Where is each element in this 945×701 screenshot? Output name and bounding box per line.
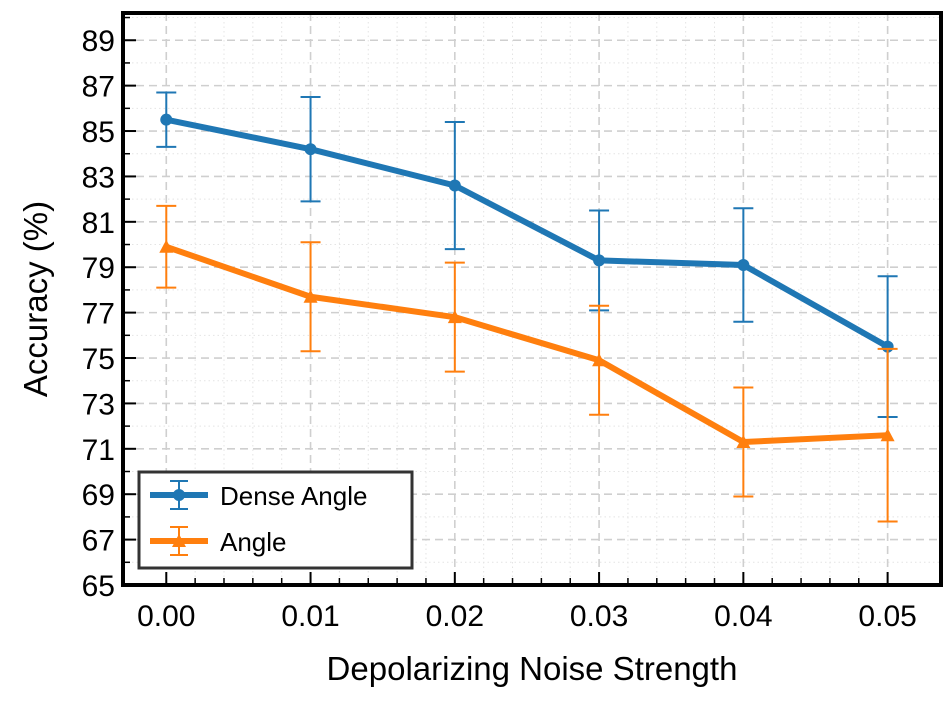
- legend-label-angle: Angle: [220, 527, 287, 557]
- y-tick-label: 75: [82, 343, 115, 376]
- legend-item-dense-angle: Dense Angle: [150, 480, 367, 511]
- y-tick-label: 83: [82, 161, 115, 194]
- data-point-angle: [880, 428, 895, 442]
- legend-label-dense-angle: Dense Angle: [220, 481, 367, 511]
- y-tick-label: 81: [82, 207, 115, 240]
- legend: Dense Angle Angle: [137, 470, 414, 570]
- x-tick-label: 0.05: [858, 600, 916, 633]
- data-point-dense-angle: [304, 143, 317, 156]
- y-tick-label: 87: [82, 71, 115, 104]
- data-point-angle: [447, 310, 462, 324]
- y-tick-label: 85: [82, 116, 115, 149]
- y-tick-label: 71: [82, 434, 115, 467]
- legend-box: [137, 470, 414, 570]
- y-tick-label: 69: [82, 479, 115, 512]
- legend-item-angle: Angle: [150, 526, 287, 557]
- y-tick-label: 79: [82, 252, 115, 285]
- series-line-dense-angle: [165, 116, 890, 350]
- data-point-angle: [736, 435, 751, 448]
- y-tick-label: 89: [82, 25, 115, 58]
- series-angle: [156, 204, 898, 523]
- series-layer: [156, 91, 898, 523]
- data-point-angle: [592, 353, 607, 367]
- data-point-angle: [303, 289, 318, 303]
- x-tick-label: 0.01: [281, 600, 339, 633]
- x-tick-label: 0.02: [426, 600, 484, 633]
- series-dense-angle: [156, 91, 898, 419]
- x-axis-label: Depolarizing Noise Strength: [327, 650, 738, 687]
- y-axis-label: Accuracy (%): [17, 201, 54, 397]
- y-tick-label: 67: [82, 525, 115, 558]
- y-tick-label: 65: [82, 570, 115, 603]
- data-point-dense-angle: [160, 113, 173, 126]
- plot-frame: [121, 11, 943, 587]
- legend-marker-angle: [172, 534, 186, 547]
- y-tick-label: 77: [82, 298, 115, 331]
- y-tick-label: 73: [82, 388, 115, 421]
- data-point-angle: [159, 239, 174, 253]
- data-point-dense-angle: [448, 179, 461, 192]
- series-line-angle: [165, 243, 888, 445]
- legend-marker-dense-angle: [173, 489, 185, 501]
- x-tick-label: 0.04: [714, 600, 772, 633]
- data-point-dense-angle: [737, 258, 750, 271]
- ticks-layer: 0.00 0.01 0.02 0.03 0.04 0.05 65 67 69 71 73 75 77 79…: [82, 16, 917, 633]
- x-tick-label: 0.00: [137, 600, 195, 633]
- data-point-dense-angle: [593, 254, 606, 267]
- x-tick-label: 0.03: [570, 600, 628, 633]
